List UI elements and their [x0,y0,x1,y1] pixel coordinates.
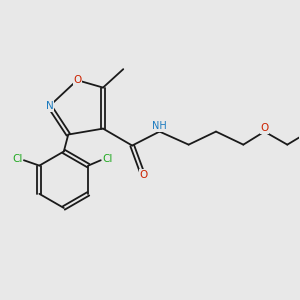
Text: Cl: Cl [102,154,112,164]
Text: Cl: Cl [12,154,22,164]
Text: O: O [73,75,81,85]
Text: NH: NH [152,121,167,131]
Text: O: O [260,123,268,133]
Text: O: O [139,170,147,180]
Text: N: N [46,101,53,111]
